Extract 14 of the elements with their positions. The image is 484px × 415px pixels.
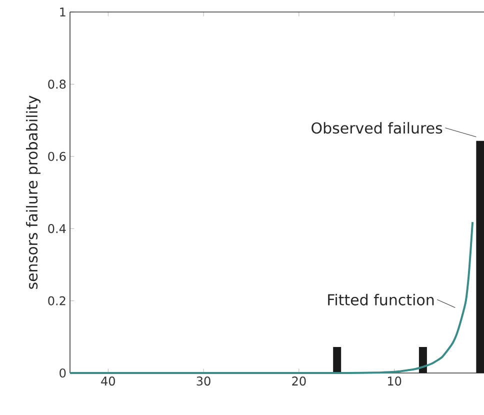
y-tick-label: 0.6 bbox=[48, 152, 66, 161]
y-tick-label: 0.8 bbox=[48, 80, 66, 89]
y-tick-label: 0.4 bbox=[48, 224, 66, 234]
x-tick-label: 20 bbox=[292, 376, 306, 386]
y-tick-label: 0 bbox=[60, 368, 66, 378]
y-tick-label: 0.2 bbox=[48, 296, 66, 306]
annotation: Fitted function bbox=[328, 294, 434, 306]
y-tick-label: 1 bbox=[60, 8, 66, 16]
x-tick-label: 10 bbox=[388, 376, 402, 386]
y-axis-title: sensors failure probability bbox=[26, 96, 41, 289]
x-tick-label: 30 bbox=[196, 376, 210, 386]
line-series bbox=[68, 221, 474, 374]
annotation: Observed failures bbox=[312, 122, 442, 134]
x-tick-label: 40 bbox=[101, 376, 115, 386]
